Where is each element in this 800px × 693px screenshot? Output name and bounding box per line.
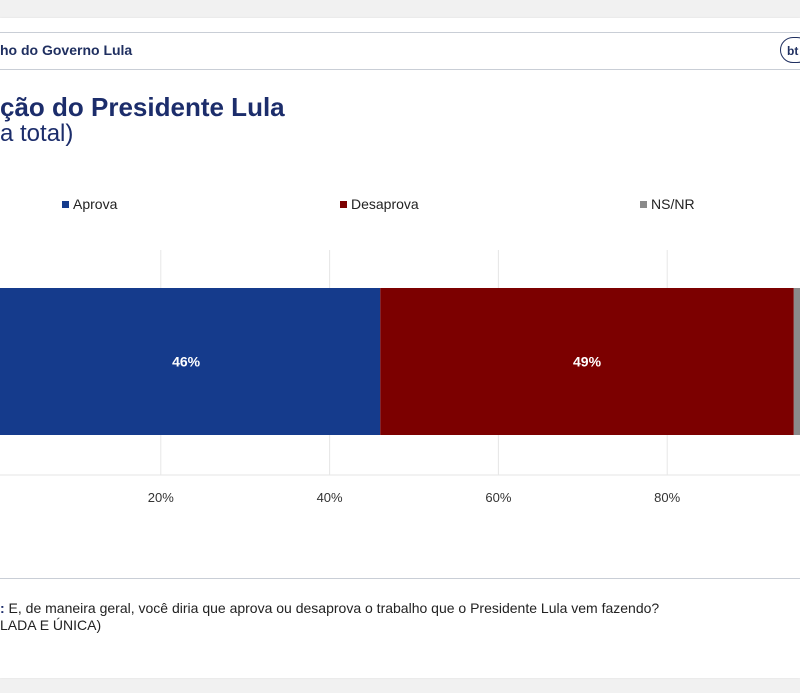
legend-swatch-aprova <box>62 201 69 208</box>
question-label: : <box>0 600 5 616</box>
legend-item-nsnr: NS/NR <box>640 196 695 212</box>
question-note: LADA E ÚNICA) <box>0 617 102 633</box>
footer-divider <box>0 578 800 579</box>
tick-label-40: 40% <box>317 490 343 505</box>
legend-label-desaprova: Desaprova <box>351 196 419 212</box>
brand-logo: bt <box>780 37 800 63</box>
page-title: ção do Presidente Lula <box>0 92 285 122</box>
header-title: ho do Governo Lula <box>0 42 133 58</box>
tick-label-20: 20% <box>148 490 174 505</box>
bar-ns-nr <box>793 288 800 435</box>
bar-aprova <box>0 288 381 435</box>
tick-label-60: 60% <box>485 490 511 505</box>
legend-label-aprova: Aprova <box>73 196 118 212</box>
bar-desaprova <box>380 288 794 435</box>
legend-swatch-nsnr <box>640 201 647 208</box>
legend-item-desaprova: Desaprova <box>340 196 419 212</box>
legend-item-aprova: Aprova <box>62 196 117 212</box>
data-label-aprova: 46% <box>172 354 201 370</box>
page-subtitle: a total) <box>0 120 74 147</box>
stacked-bar-chart: 46%49%5%20%40%60%80% <box>0 250 800 505</box>
survey-question: : E, de maneira geral, você diria que ap… <box>0 600 659 616</box>
tick-label-80: 80% <box>654 490 680 505</box>
data-label-desaprova: 49% <box>573 354 602 370</box>
legend-swatch-desaprova <box>340 201 347 208</box>
question-text: E, de maneira geral, você diria que apro… <box>4 600 660 616</box>
legend-label-nsnr: NS/NR <box>651 196 695 212</box>
header-bar <box>0 32 800 70</box>
